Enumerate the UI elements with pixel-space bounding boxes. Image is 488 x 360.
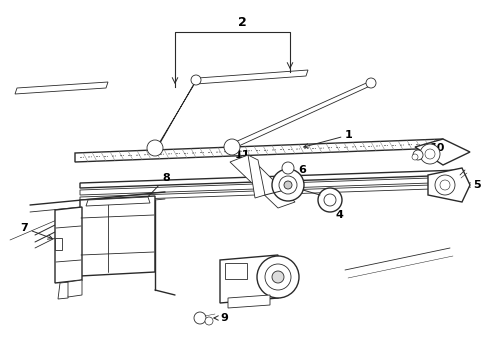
Polygon shape: [155, 78, 198, 152]
Circle shape: [419, 144, 439, 164]
Circle shape: [224, 139, 240, 155]
Polygon shape: [55, 207, 82, 283]
Polygon shape: [75, 139, 442, 162]
Circle shape: [147, 140, 163, 156]
Polygon shape: [227, 295, 269, 308]
Circle shape: [365, 78, 375, 88]
Circle shape: [204, 317, 213, 325]
Circle shape: [264, 264, 290, 290]
Text: 8: 8: [142, 173, 169, 202]
Text: 1: 1: [303, 130, 352, 148]
Circle shape: [317, 188, 341, 212]
Text: 3: 3: [278, 273, 294, 283]
Circle shape: [434, 175, 454, 195]
Polygon shape: [80, 184, 459, 201]
Polygon shape: [247, 155, 264, 198]
Text: 5: 5: [465, 180, 480, 190]
Polygon shape: [15, 82, 108, 94]
Circle shape: [191, 75, 201, 85]
Circle shape: [411, 154, 417, 160]
Circle shape: [412, 150, 422, 160]
Bar: [55, 238, 62, 250]
Polygon shape: [414, 139, 469, 165]
Text: 7: 7: [20, 223, 52, 239]
Circle shape: [271, 169, 304, 201]
Circle shape: [424, 149, 434, 159]
Circle shape: [279, 176, 296, 194]
Circle shape: [284, 181, 291, 189]
Polygon shape: [196, 70, 307, 84]
Polygon shape: [220, 255, 278, 303]
Polygon shape: [80, 170, 459, 188]
Circle shape: [282, 162, 293, 174]
Text: 4: 4: [325, 207, 342, 220]
Polygon shape: [86, 197, 150, 206]
Text: 2: 2: [238, 16, 246, 29]
Circle shape: [257, 256, 298, 298]
Circle shape: [439, 180, 449, 190]
Circle shape: [324, 194, 335, 206]
Polygon shape: [80, 177, 459, 195]
Polygon shape: [427, 168, 469, 202]
Polygon shape: [58, 282, 70, 299]
Polygon shape: [80, 196, 155, 276]
Text: 9: 9: [213, 313, 227, 323]
Polygon shape: [229, 80, 372, 150]
Bar: [224, 263, 246, 279]
Circle shape: [194, 312, 205, 324]
Text: 6: 6: [293, 165, 305, 176]
Text: 11: 11: [235, 150, 250, 165]
Text: 10: 10: [423, 143, 445, 154]
Polygon shape: [229, 155, 294, 208]
Polygon shape: [68, 280, 82, 297]
Circle shape: [271, 271, 284, 283]
